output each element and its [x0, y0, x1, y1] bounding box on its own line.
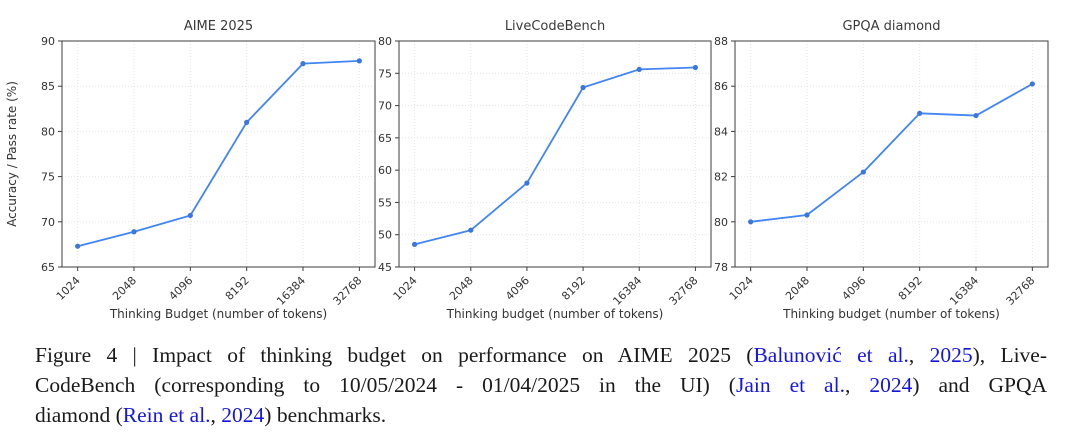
y-tick-label: 45 [378, 261, 392, 274]
x-tick-label: 8192 [559, 274, 588, 303]
x-tick-label: 8192 [223, 274, 252, 303]
x-axis-label: Thinking budget (number of tokens) [782, 307, 1000, 321]
data-point [1029, 81, 1035, 87]
citation-link[interactable]: Balunović et al. [753, 343, 909, 367]
x-tick-label: 2048 [783, 274, 812, 303]
caption-text: , [844, 373, 870, 397]
plot-border [398, 40, 712, 268]
y-tick-label: 70 [378, 100, 392, 113]
series-line [413, 66, 697, 246]
data-point [804, 212, 810, 218]
y-tick-label: 86 [714, 80, 728, 93]
x-tick-label: 4096 [166, 274, 195, 303]
y-tick-label: 78 [714, 261, 728, 274]
y-tick-label: 85 [41, 80, 55, 93]
y-tick-label: 60 [378, 164, 392, 177]
caption-line: Figure 4 | Impact of thinking budget on … [35, 340, 1047, 370]
y-tick-label: 80 [41, 125, 55, 138]
caption-line: CodeBench (corresponding to 10/05/2024 -… [35, 370, 1047, 400]
data-point [860, 169, 866, 175]
caption-text: ), Live- [972, 343, 1047, 367]
chart-aime-2025: 65 70 75 80 85 90 1024 2048 4096 8192 16384 32768 AI… [5, 19, 376, 321]
citation-link[interactable]: 2024 [869, 373, 913, 397]
plot-border [61, 40, 376, 268]
x-tick-label: 16384 [274, 274, 308, 308]
caption-text: diamond ( [35, 403, 123, 427]
citation-link[interactable]: Jain et al. [735, 373, 845, 397]
x-tick-label: 1024 [391, 274, 420, 303]
x-tick-label: 4096 [839, 274, 868, 303]
y-tick-label: 55 [378, 196, 392, 209]
y-tick-label: 70 [41, 216, 55, 229]
y-tick-label: 84 [714, 125, 728, 138]
caption-text: Figure 4 | Impact of thinking budget on … [35, 343, 754, 367]
data-point [356, 58, 362, 64]
data-point [131, 229, 137, 235]
data-point [580, 84, 586, 91]
y-tick-label: 65 [378, 132, 392, 145]
data-point [244, 119, 250, 125]
x-tick-label: 32768 [667, 274, 701, 308]
y-tick-label: 50 [378, 229, 392, 242]
x-tick-label: 2048 [447, 274, 476, 303]
citation-link[interactable]: 2025 [929, 343, 973, 367]
data-point [973, 112, 979, 119]
chart-gpqa-diamond: 78 80 82 84 86 88 1024 2048 4096 8192 16384 32768 GP… [714, 19, 1049, 321]
chart-title: LiveCodeBench [505, 19, 605, 34]
y-tick-label: 65 [41, 261, 55, 274]
citation-link[interactable]: 2024 [221, 403, 265, 427]
x-tick-label: 8192 [896, 274, 925, 303]
caption-text: , [210, 403, 222, 427]
plot-border [734, 40, 1049, 268]
caption-text: ) and GPQA [912, 373, 1047, 397]
y-tick-label: 80 [378, 35, 392, 48]
series-line [749, 83, 1034, 223]
y-tick-label: 90 [41, 35, 55, 48]
x-tick-label: 16384 [610, 274, 644, 308]
data-point [75, 243, 81, 249]
data-point [636, 66, 642, 73]
x-tick-label: 1024 [54, 274, 83, 303]
chart-title: AIME 2025 [184, 19, 253, 34]
caption-text: , [908, 343, 930, 367]
y-tick-label: 75 [378, 67, 392, 80]
caption-line: diamond (Rein et al., 2024) benchmarks. [35, 400, 1047, 430]
y-tick-label: 80 [714, 216, 728, 229]
x-tick-label: 1024 [727, 274, 756, 303]
y-tick-label: 82 [714, 171, 728, 184]
data-point [748, 219, 754, 225]
caption-text: ) benchmarks. [264, 403, 387, 427]
y-tick-label: 88 [714, 35, 728, 48]
figure-caption: Figure 4 | Impact of thinking budget on … [35, 340, 1047, 430]
chart-livecodebench: 45 50 55 60 65 70 75 80 1024 2048 4096 8192 16384 327… [378, 19, 712, 321]
y-axis-label: Accuracy / Pass rate (%) [5, 81, 19, 227]
series-line [76, 59, 361, 248]
data-point [412, 241, 418, 247]
x-tick-label: 32768 [1004, 274, 1038, 308]
data-point [524, 180, 530, 186]
y-tick-label: 75 [41, 171, 55, 184]
caption-text: CodeBench (corresponding to 10/05/2024 -… [35, 373, 736, 397]
x-tick-label: 32768 [331, 274, 365, 308]
citation-link[interactable]: Rein et al. [122, 403, 211, 427]
data-point [692, 64, 699, 71]
x-axis-label: Thinking Budget (number of tokens) [109, 307, 327, 321]
data-point [187, 212, 193, 219]
chart-title: GPQA diamond [842, 19, 940, 34]
x-tick-label: 16384 [947, 274, 981, 308]
thinking-budget-charts: 65 70 75 80 85 90 1024 2048 4096 8192 16384 32768 AI… [5, 19, 1049, 321]
x-axis-label: Thinking budget (number of tokens) [446, 307, 664, 321]
x-tick-label: 4096 [503, 274, 532, 303]
data-point [468, 227, 474, 233]
data-point [917, 110, 923, 116]
x-tick-label: 2048 [110, 274, 139, 303]
data-point [300, 61, 306, 67]
